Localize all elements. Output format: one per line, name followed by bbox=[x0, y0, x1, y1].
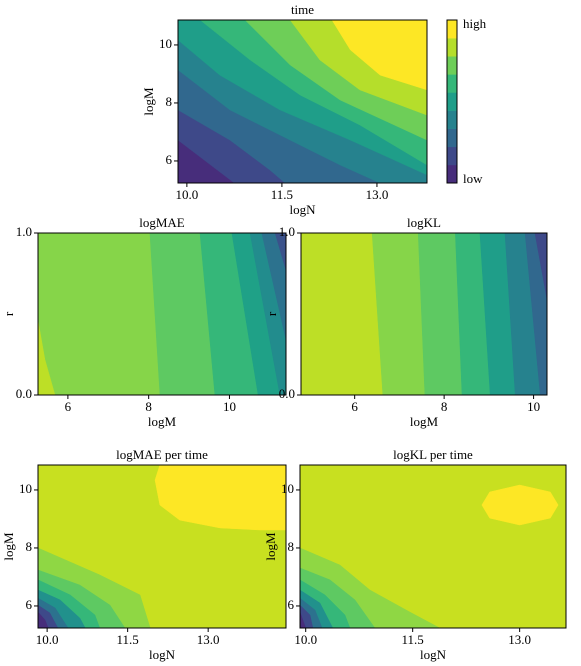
contour-region bbox=[331, 20, 427, 91]
x-tick-label: 6 bbox=[65, 399, 72, 414]
y-tick-label: 6 bbox=[288, 597, 295, 612]
y-axis-label: logM bbox=[263, 532, 278, 561]
y-tick-label: 8 bbox=[26, 539, 33, 554]
y-tick-label: 8 bbox=[288, 539, 295, 554]
chart-title: logMAE bbox=[139, 215, 185, 230]
colorbar-high-label: high bbox=[463, 16, 487, 31]
colorbar-low-label: low bbox=[463, 171, 483, 186]
x-tick-label: 10 bbox=[527, 399, 540, 414]
x-axis-label: logN bbox=[149, 647, 176, 662]
plot-frame bbox=[37, 464, 287, 629]
colorbar-segment bbox=[447, 56, 457, 75]
contour-region bbox=[534, 233, 547, 300]
contour-region bbox=[300, 611, 306, 628]
x-tick-label: 10.0 bbox=[294, 632, 317, 647]
x-axis-label: logN bbox=[420, 647, 447, 662]
colorbar-segment bbox=[447, 74, 457, 93]
y-tick-label: 6 bbox=[166, 152, 173, 167]
x-axis-label: logM bbox=[410, 414, 439, 429]
colorbar-segment bbox=[447, 164, 457, 184]
x-tick-label: 11.5 bbox=[402, 632, 424, 647]
y-tick-label: 1.0 bbox=[279, 224, 295, 239]
y-tick-label: 10 bbox=[281, 481, 294, 496]
x-tick-label: 8 bbox=[441, 399, 448, 414]
colorbar-segment bbox=[447, 128, 457, 148]
plot-area bbox=[300, 465, 566, 628]
chart-title: logKL bbox=[407, 215, 441, 230]
x-tick-label: 10.0 bbox=[36, 632, 59, 647]
contour-region bbox=[524, 233, 547, 395]
contour-region bbox=[481, 484, 559, 526]
chart-title: time bbox=[291, 2, 314, 17]
colorbar-segment bbox=[447, 20, 457, 39]
colorbar-frame bbox=[446, 19, 458, 184]
y-tick-label: 8 bbox=[166, 94, 173, 109]
y-tick-label: 6 bbox=[26, 597, 33, 612]
panel: 10.0 11.5 13.0 6 8 10 time logN logM high low bbox=[141, 2, 487, 217]
y-axis-label: logM bbox=[1, 532, 16, 561]
x-tick-label: 13.0 bbox=[197, 632, 220, 647]
contour-region bbox=[38, 611, 49, 628]
x-tick-label: 6 bbox=[351, 399, 358, 414]
x-tick-label: 13.0 bbox=[366, 187, 389, 202]
plot-frame bbox=[37, 232, 287, 396]
colorbar-segment bbox=[447, 38, 457, 57]
colorbar-segment bbox=[447, 146, 457, 166]
plot-area bbox=[301, 233, 547, 395]
y-tick-label: 10 bbox=[19, 481, 32, 496]
contour-region bbox=[274, 233, 286, 271]
y-tick-label: 10 bbox=[159, 36, 172, 51]
x-tick-label: 8 bbox=[145, 399, 152, 414]
panel: 10.0 11.5 13.0 6 8 10 logKL per time logN logM bbox=[263, 447, 567, 662]
plot-area bbox=[38, 233, 286, 395]
x-tick-label: 11.5 bbox=[117, 632, 139, 647]
plot-frame bbox=[299, 464, 567, 629]
x-axis-label: logM bbox=[148, 414, 177, 429]
y-axis-label: r bbox=[1, 311, 16, 316]
y-tick-label: 0.0 bbox=[16, 386, 32, 401]
y-tick-label: 0.0 bbox=[279, 386, 295, 401]
y-tick-label: 1.0 bbox=[16, 224, 32, 239]
plot-frame bbox=[300, 232, 548, 396]
x-tick-label: 10 bbox=[223, 399, 236, 414]
chart-title: logMAE per time bbox=[116, 447, 208, 462]
x-tick-label: 11.5 bbox=[271, 187, 293, 202]
contour-region bbox=[154, 465, 286, 531]
panel: 10.0 11.5 13.0 6 8 10 logMAE per time logN logM bbox=[1, 447, 287, 662]
y-axis-label: r bbox=[264, 311, 279, 316]
plot-area bbox=[38, 465, 286, 628]
chart-title: logKL per time bbox=[393, 447, 473, 462]
x-axis-label: logN bbox=[290, 202, 317, 217]
panel: 6 8 10 0.0 1.0 logKL logM r bbox=[264, 215, 548, 429]
plot-frame bbox=[177, 19, 428, 184]
contour-region bbox=[261, 233, 286, 340]
y-axis-label: logM bbox=[141, 87, 156, 116]
colorbar-segment bbox=[447, 92, 457, 111]
x-tick-label: 13.0 bbox=[508, 632, 531, 647]
contour-region bbox=[38, 320, 56, 395]
panel: 6 8 10 0.0 1.0 logMAE logM r bbox=[1, 215, 287, 429]
colorbar: high low bbox=[446, 16, 487, 186]
plot-area bbox=[178, 20, 427, 183]
x-tick-label: 10.0 bbox=[175, 187, 198, 202]
colorbar-segment bbox=[447, 110, 457, 129]
